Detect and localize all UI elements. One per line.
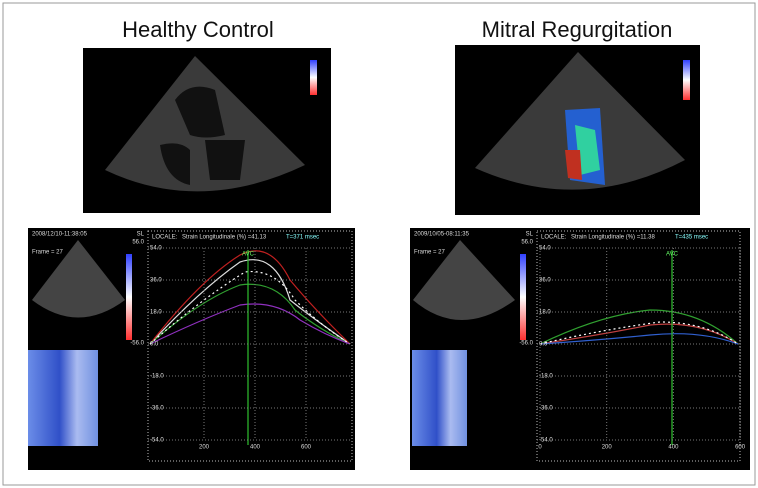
date: 2008/12/10-11:38:05 [32,232,88,238]
plot-frame [147,230,353,462]
x-tick-label: 200 [602,445,613,451]
strain-curve [539,323,739,345]
strain-curve [149,259,351,345]
y-tick-label: 36.0 [539,278,551,284]
x-tick-label: 400 [668,445,679,451]
echo-scale [310,60,317,95]
strain-curve [539,321,739,345]
echo-thumb [413,240,515,320]
strain-map [412,350,467,446]
measure: Strain Longitudinale (%) =41.13 [182,235,267,241]
y-tick-label: -54.0 [150,438,164,444]
y-tick-label: -54.0 [539,438,553,444]
sl-min: -56.0 [130,341,144,347]
doppler-jet [575,125,600,175]
y-tick-label: -18.0 [539,374,553,380]
sl-max: 56.0 [521,240,533,246]
plot-frame [536,230,741,462]
x-tick-label: 600 [735,445,746,451]
y-tick-label: 18.0 [539,310,551,316]
doppler-jet [565,150,582,180]
y-tick-label: 54.0 [539,246,551,252]
y-tick-label: 0.0 [150,342,159,348]
strain-curve [539,309,739,345]
avc-label: AVC [666,252,679,258]
sl-scale [126,254,132,340]
avc-label: AVC [242,252,255,258]
strain-curve [149,270,351,345]
echo-thumb [32,240,125,318]
frame: Frame = 27 [32,250,64,256]
strain-curve [149,303,351,345]
sl-max: 56.0 [132,240,144,246]
date: 2009/10/05-08:11:35 [414,232,470,238]
frame: Frame = 27 [414,250,446,256]
echo-scale [683,60,690,100]
strain-curve [539,333,739,345]
time: T=435 msec [675,235,708,241]
y-tick-label: -18.0 [150,374,164,380]
y-tick-label: 54.0 [150,246,162,252]
panel-title: Healthy Control [122,17,274,42]
x-tick-label: 400 [250,445,261,451]
panel-title: Mitral Regurgitation [482,17,673,42]
strain-curve [149,283,351,345]
x-tick-label: 200 [199,445,210,451]
sl-label: SL [526,232,534,238]
y-tick-label: 36.0 [150,278,162,284]
echo-chambers [160,86,245,185]
time: T=371 msec [286,235,319,241]
strain-curves [149,250,739,445]
locale: LOCALE: [541,235,567,241]
locale: LOCALE: [152,235,178,241]
x-tick-label: 600 [301,445,312,451]
y-tick-label: 18.0 [150,310,162,316]
y-tick-label: 0.0 [539,342,548,348]
y-tick-label: -36.0 [539,406,553,412]
strain-curve [149,250,351,345]
measure: Strain Longitudinale (%) =11.38 [571,235,655,241]
y-tick-label: -36.0 [150,406,164,412]
strain-map [28,350,98,446]
x-tick-label: 0 [538,445,542,451]
sl-min: -56.0 [519,341,533,347]
sl-label: SL [137,232,145,238]
sl-scale [520,254,526,340]
